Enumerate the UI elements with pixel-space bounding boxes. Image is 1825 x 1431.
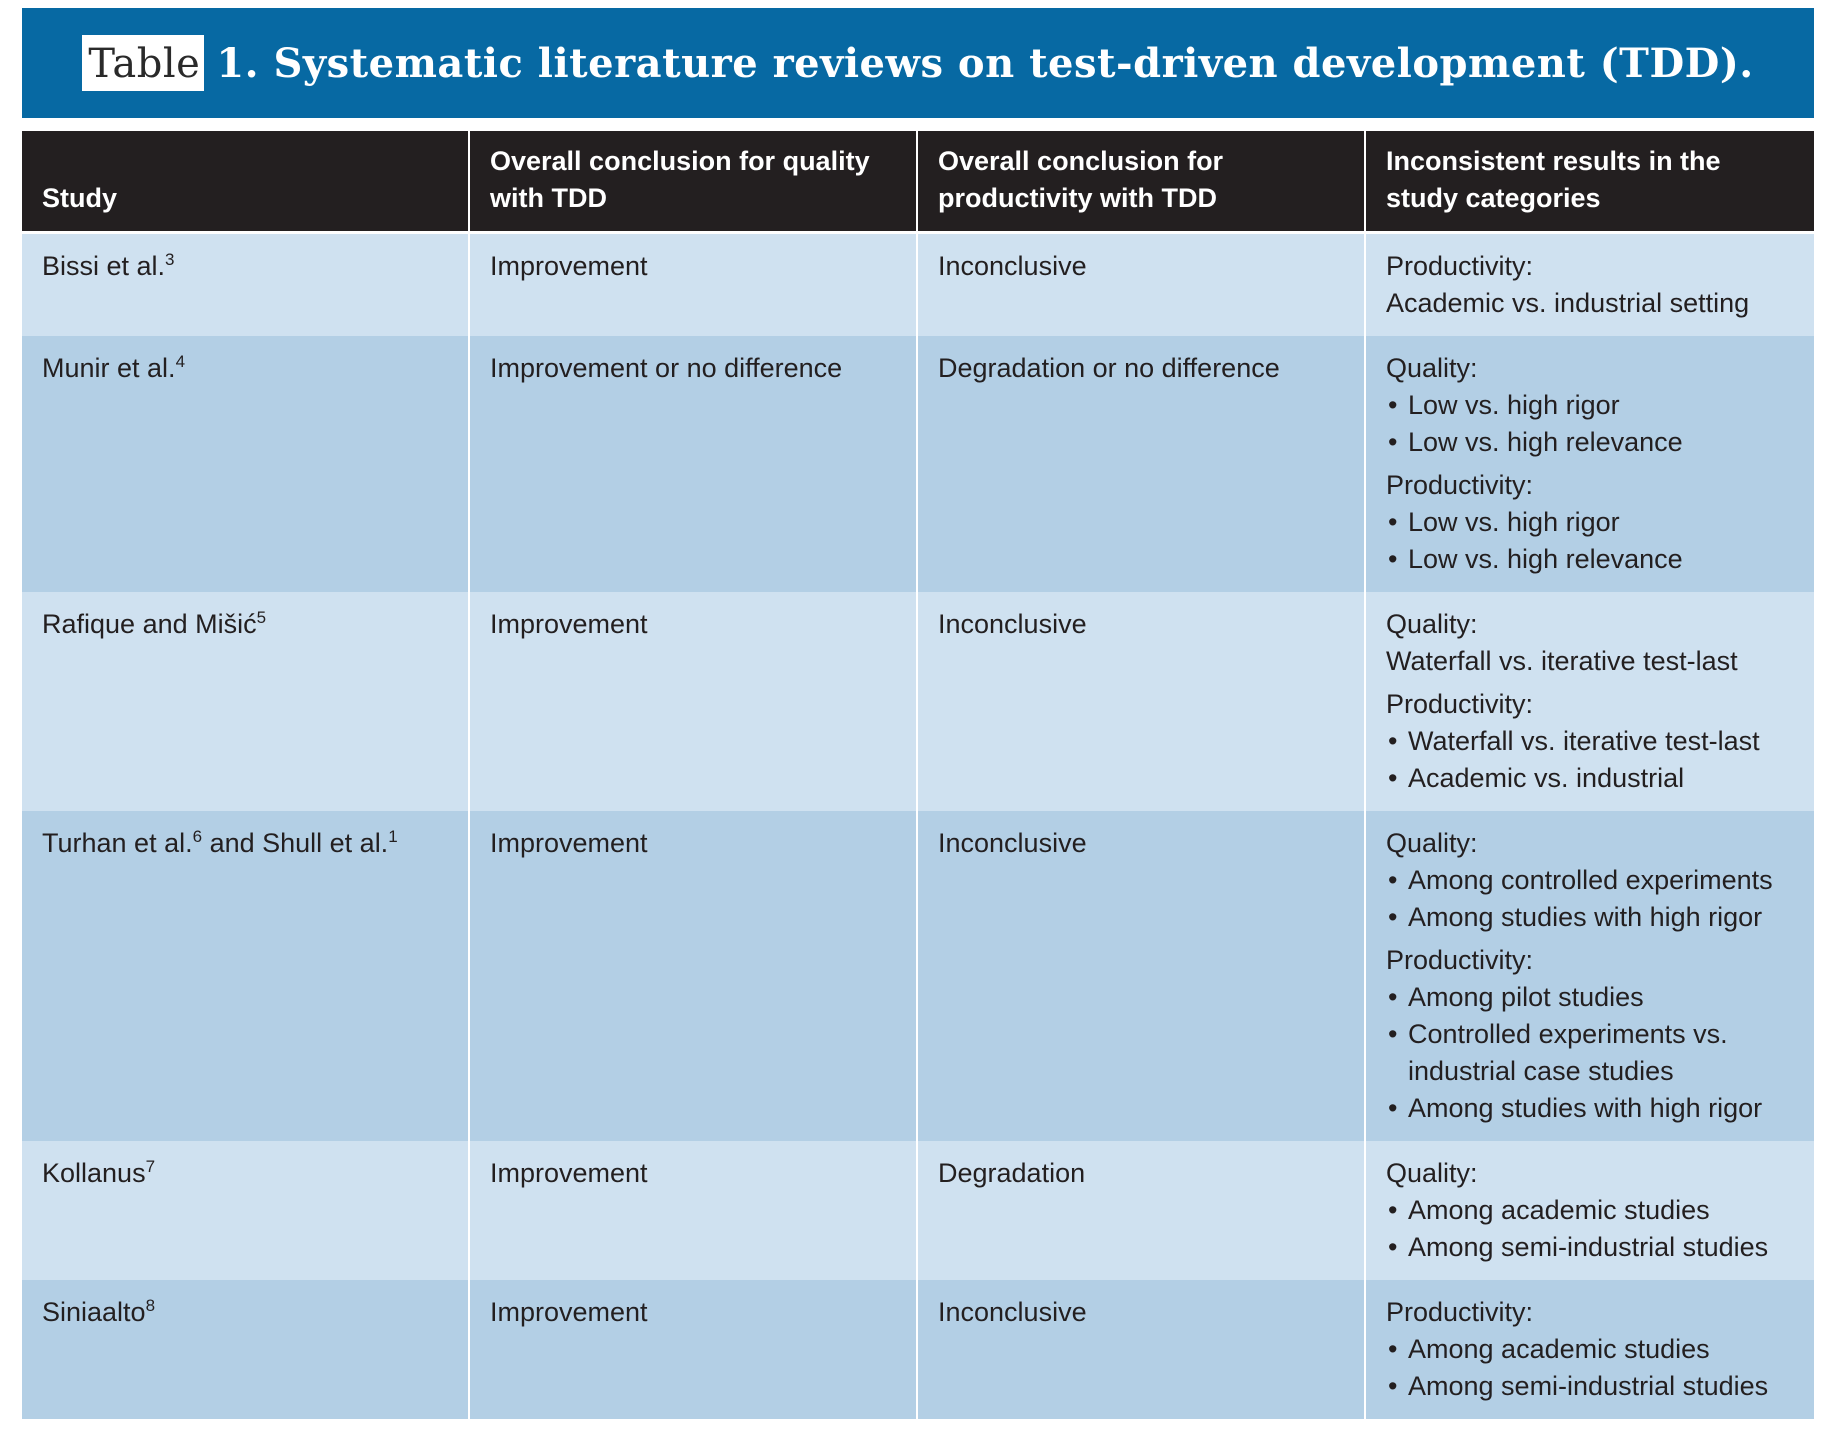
result-bullet-item: Among semi-industrial studies (1386, 1229, 1794, 1266)
result-bullet-list: Among academic studiesAmong semi-industr… (1386, 1192, 1794, 1266)
reference-number: 6 (192, 827, 203, 846)
result-bullet-list: Among academic studiesAmong semi-industr… (1386, 1331, 1794, 1405)
productivity-conclusion-cell: Inconclusive (916, 232, 1365, 336)
result-text: Waterfall vs. iterative test-last (1386, 646, 1738, 676)
result-bullet-item: Among academic studies (1386, 1192, 1794, 1229)
study-name: Kollanus (42, 1158, 146, 1188)
reference-number: 1 (388, 827, 398, 846)
productivity-conclusion-cell: Degradation (916, 1141, 1365, 1280)
inconsistent-results-cell: Quality: Among academic studiesAmong semi… (1364, 1141, 1814, 1280)
reference-number: 5 (256, 608, 267, 627)
study-cell: Bissi et al.3 (22, 232, 469, 336)
result-bullet-item: Among studies with high rigor (1386, 1090, 1794, 1127)
reference-number: 4 (175, 352, 186, 371)
table-label: Table (82, 35, 205, 91)
study-name: Turhan et al. (42, 828, 193, 858)
study-cell: Turhan et al.6 and Shull et al.1 (22, 811, 469, 1141)
result-group-heading: Quality: (1386, 609, 1478, 639)
result-bullet-item: Among pilot studies (1386, 979, 1794, 1016)
header-row: Study Overall conclusion for quality wit… (22, 131, 1814, 233)
inconsistent-results-cell: Quality:Low vs. high rigorLow vs. high r… (1364, 336, 1814, 592)
inconsistent-results-cell: Productivity: Among academic studiesAmong… (1364, 1280, 1814, 1419)
inconsistent-results-cell: Quality:Among controlled experimentsAmon… (1364, 811, 1814, 1141)
table-row: Rafique and Mišić5 Improvement Inconclusiv… (22, 592, 1814, 811)
result-group: Quality: Among academic studiesAmong semi… (1386, 1155, 1794, 1266)
result-group: Productivity: Among academic studiesAmong… (1386, 1294, 1794, 1405)
result-group-heading: Quality: (1386, 353, 1478, 383)
result-bullet-list: Low vs. high rigorLow vs. high relevance (1386, 504, 1794, 578)
study-cell: Rafique and Mišić5 (22, 592, 469, 811)
result-bullet-item: Low vs. high rigor (1386, 504, 1794, 541)
study-name: Siniaalto (42, 1297, 146, 1327)
result-group-heading: Productivity: (1386, 1297, 1534, 1327)
result-bullet-list: Among pilot studiesControlled experiment… (1386, 979, 1794, 1127)
result-group: Productivity: Academic vs. industrial set… (1386, 248, 1794, 322)
result-bullet-item: Low vs. high relevance (1386, 541, 1794, 578)
table-row: Munir et al.4 Improvement or no differenc… (22, 336, 1814, 592)
study-cell: Munir et al.4 (22, 336, 469, 592)
inconsistent-results-cell: Productivity: Academic vs. industrial set… (1364, 232, 1814, 336)
table-row: Bissi et al.3 Improvement Inconclusive Prod… (22, 232, 1814, 336)
result-group-heading: Productivity: (1386, 470, 1534, 500)
header-productivity: Overall conclusion for productivity with… (916, 131, 1365, 233)
result-group: Productivity: Waterfall vs. iterative tes… (1386, 686, 1794, 797)
result-bullet-item: Among studies with high rigor (1386, 899, 1794, 936)
study-name: Rafique and Mišić (42, 609, 257, 639)
result-group: Quality: Low vs. high rigorLow vs. high r… (1386, 350, 1794, 461)
header-quality: Overall conclusion for quality with TDD (468, 131, 917, 233)
inconsistent-results-cell: Quality: Waterfall vs. iterative test-las… (1364, 592, 1814, 811)
result-group-heading: Productivity: (1386, 689, 1534, 719)
result-group-heading: Quality: (1386, 828, 1478, 858)
result-text: Academic vs. industrial setting (1386, 288, 1750, 318)
table-title: Table 1. Systematic literature reviews o… (82, 35, 1753, 91)
result-group-heading: Productivity: (1386, 945, 1534, 975)
result-bullet-list: Low vs. high rigorLow vs. high relevance (1386, 387, 1794, 461)
result-group: Productivity: Low vs. high rigorLow vs. h… (1386, 467, 1794, 578)
table-row: Turhan et al.6 and Shull et al.1 Improvem… (22, 811, 1814, 1141)
productivity-conclusion-cell: Inconclusive (916, 592, 1365, 811)
result-group: Productivity: Among pilot studiesControll… (1386, 942, 1794, 1127)
result-bullet-item: Low vs. high relevance (1386, 424, 1794, 461)
quality-conclusion-cell: Improvement (468, 1141, 917, 1280)
header-inconsistent: Inconsistent results in the study catego… (1364, 131, 1814, 233)
result-group-heading: Productivity: (1386, 251, 1534, 281)
quality-conclusion-cell: Improvement or no difference (468, 336, 917, 592)
study-cell: Siniaalto8 (22, 1280, 469, 1419)
table-row: Siniaalto8 Improvement Inconclusive Product… (22, 1280, 1814, 1419)
study-name: Munir et al. (42, 353, 176, 383)
productivity-conclusion-cell: Degradation or no difference (916, 336, 1365, 592)
result-bullet-item: Low vs. high rigor (1386, 387, 1794, 424)
table-title-text: 1. Systematic literature reviews on test… (216, 39, 1754, 87)
reference-number: 8 (145, 1296, 156, 1315)
title-bar: Table 1. Systematic literature reviews o… (22, 8, 1814, 118)
result-bullet-list: Waterfall vs. iterative test-lastAcademi… (1386, 723, 1794, 797)
result-group-heading: Quality: (1386, 1158, 1478, 1188)
productivity-conclusion-cell: Inconclusive (916, 811, 1365, 1141)
result-bullet-item: Among academic studies (1386, 1331, 1794, 1368)
study-name: Bissi et al. (42, 251, 166, 281)
result-group: Quality: Waterfall vs. iterative test-las… (1386, 606, 1794, 680)
quality-conclusion-cell: Improvement (468, 232, 917, 336)
quality-conclusion-cell: Improvement (468, 811, 917, 1141)
quality-conclusion-cell: Improvement (468, 1280, 917, 1419)
result-bullet-item: Among semi-industrial studies (1386, 1368, 1794, 1405)
result-bullet-item: Controlled experiments vs. industrial ca… (1386, 1016, 1794, 1090)
result-bullet-item: Among controlled experiments (1386, 862, 1794, 899)
reference-number: 7 (145, 1157, 156, 1176)
result-bullet-item: Waterfall vs. iterative test-last (1386, 723, 1794, 760)
study-name: and Shull et al. (202, 828, 389, 858)
study-cell: Kollanus7 (22, 1141, 469, 1280)
reference-number: 3 (165, 250, 175, 269)
productivity-conclusion-cell: Inconclusive (916, 1280, 1365, 1419)
reviews-table: Study Overall conclusion for quality wit… (22, 131, 1814, 1419)
header-study: Study (22, 131, 469, 233)
table-body: Bissi et al.3 Improvement Inconclusive Prod… (22, 232, 1814, 1419)
table-row: Kollanus7ImprovementDegradationQuality:A… (22, 1141, 1814, 1280)
result-group: Quality: Among controlled experimentsAmon… (1386, 825, 1794, 936)
quality-conclusion-cell: Improvement (468, 592, 917, 811)
result-bullet-item: Academic vs. industrial (1386, 760, 1794, 797)
result-bullet-list: Among controlled experimentsAmong studie… (1386, 862, 1794, 936)
